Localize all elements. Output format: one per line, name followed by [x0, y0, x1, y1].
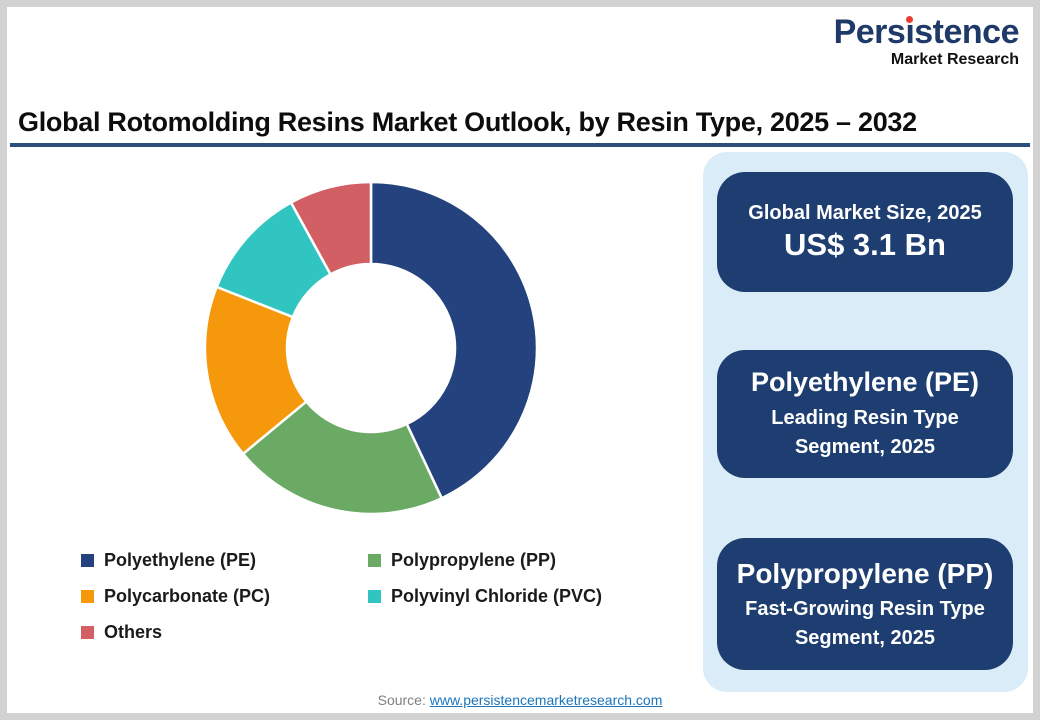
leading-segment-subtitle: Leading Resin Type Segment, 2025: [771, 404, 958, 462]
logo: Persı stence Market Research: [833, 13, 1020, 68]
leading-segment-title: Polyethylene (PE): [750, 367, 980, 398]
legend-label: Polyethylene (PE): [104, 549, 257, 570]
legend-swatch-pvc-icon: [368, 589, 381, 603]
fast-growing-segment-subtitle-line1: Fast-Growing Resin Type: [745, 597, 985, 620]
title-underline: [10, 143, 1030, 147]
legend-item-polypropylene: Polypropylene (PP): [368, 549, 701, 571]
legend: Polyethylene (PE) Polypropylene (PP) Pol…: [81, 549, 701, 643]
legend-swatch-polypropylene-icon: [368, 553, 381, 567]
source-label: Source:: [377, 692, 426, 708]
legend-label: Others: [104, 621, 163, 642]
callout-panel: Global Market Size, 2025 US$ 3.1 Bn Poly…: [703, 152, 1028, 692]
callout-box-fast-growing-segment: Polypropylene (PP) Fast-Growing Resin Ty…: [717, 538, 1013, 670]
donut-segment-polycarbonate-pc: [203, 285, 308, 456]
leading-segment-subtitle-line2: Segment, 2025: [794, 435, 936, 458]
logo-tagline: Market Research: [890, 51, 1019, 68]
legend-item-polyethylene: Polyethylene (PE): [81, 549, 368, 571]
logo-wordmark: Persı stence: [833, 13, 1020, 51]
donut-chart: [203, 180, 539, 516]
legend-label: Polycarbonate (PC): [104, 585, 271, 606]
donut-segment-others: [289, 180, 373, 276]
page-title: Global Rotomolding Resins Market Outlook…: [18, 107, 917, 137]
market-size-value: US$ 3.1 Bn: [784, 226, 946, 262]
leading-segment-subtitle-line1: Leading Resin Type: [771, 406, 959, 429]
legend-item-pvc: Polyvinyl Chloride (PVC): [368, 585, 701, 607]
legend-swatch-polyethylene-icon: [81, 553, 94, 567]
callout-box-leading-segment: Polyethylene (PE) Leading Resin Type Seg…: [717, 350, 1013, 478]
legend-swatch-others-icon: [81, 625, 94, 639]
legend-swatch-polycarbonate-icon: [81, 589, 94, 603]
donut-segment-polypropylene-pp: [241, 400, 443, 516]
donut-segment-polyethylene-pe: [369, 180, 539, 500]
legend-item-others: Others: [81, 621, 368, 643]
logo-letter-i: ı: [905, 13, 915, 51]
callout-box-market-size: Global Market Size, 2025 US$ 3.1 Bn: [717, 172, 1013, 292]
fast-growing-segment-subtitle-line2: Segment, 2025: [794, 626, 936, 649]
legend-label: Polyvinyl Chloride (PVC): [391, 585, 603, 606]
source-link[interactable]: www.persistencemarketresearch.com: [429, 692, 663, 708]
legend-item-polycarbonate: Polycarbonate (PC): [81, 585, 368, 607]
market-size-label: Global Market Size, 2025: [748, 201, 982, 224]
logo-red-dot-icon: [906, 16, 914, 23]
source-line: Source: www.persistencemarketresearch.co…: [7, 692, 1033, 708]
fast-growing-segment-title: Polypropylene (PP): [736, 557, 994, 589]
donut-chart-container: [201, 178, 541, 518]
legend-label: Polypropylene (PP): [391, 549, 557, 570]
fast-growing-segment-subtitle: Fast-Growing Resin Type Segment, 2025: [745, 595, 985, 653]
